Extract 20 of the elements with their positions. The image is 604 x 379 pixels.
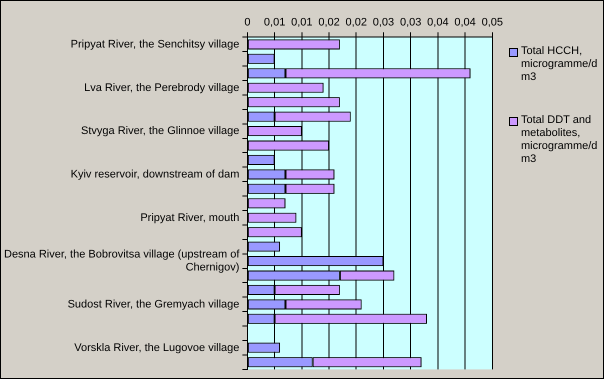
x-tick-label: 0,04: [454, 16, 476, 29]
x-tick-label: 0: [244, 16, 250, 29]
x-tick-label: 0,01: [291, 16, 313, 29]
y-tick-label: Sudost River, the Gremyach village: [68, 298, 240, 310]
x-tick-label: 0,01: [264, 16, 286, 29]
legend-label: Total DDT and metabolites, microgramme/dm3: [521, 114, 598, 166]
y-tick-label: Pripyat River, the Senchitsy village: [70, 38, 240, 50]
y-tick-label: Stvyga River, the Glinnoe village: [81, 125, 240, 138]
x-tick-label: 0,02: [318, 16, 340, 29]
y-tick-label: Lva River, the Perebrody village: [84, 82, 240, 94]
x-tick-label: 0,03: [400, 16, 422, 29]
y-tick-label: Vorskla River, the Lugovoe village: [74, 342, 240, 354]
x-tick-label: 0,02: [346, 16, 367, 29]
x-tick-label: 0,04: [427, 16, 449, 29]
x-tick-label: 0,05: [482, 16, 504, 29]
y-tick-label: Pripyat River, mouth: [140, 212, 240, 224]
x-tick-label: 0,03: [372, 16, 394, 29]
y-tick-label: Desna River, the Bobrovitsa village (upstream of Chernigov): [4, 248, 240, 274]
y-tick-label: Kyiv reservoir, downstream of dam: [70, 168, 240, 180]
legend-label: Total HCCH, microgramme/dm3: [521, 45, 598, 84]
